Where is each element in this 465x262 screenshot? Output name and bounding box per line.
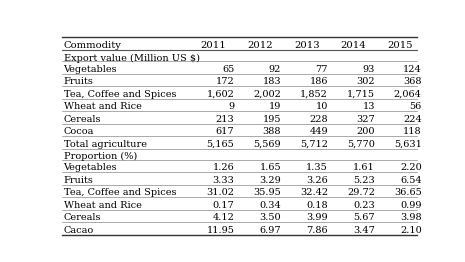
Text: Tea, Coffee and Spices: Tea, Coffee and Spices [64,90,176,99]
Text: 5.23: 5.23 [353,176,375,185]
Text: Commodity: Commodity [64,41,121,50]
Text: Cocoa: Cocoa [64,127,94,136]
Text: 172: 172 [216,77,234,86]
Text: 1.26: 1.26 [213,163,234,172]
Text: 5.67: 5.67 [353,213,375,222]
Text: Vegetables: Vegetables [64,65,117,74]
Text: 5,712: 5,712 [300,140,328,149]
Text: 0.17: 0.17 [213,201,234,210]
Text: 1,602: 1,602 [206,90,234,99]
Text: 5,569: 5,569 [253,140,281,149]
Text: 1,852: 1,852 [300,90,328,99]
Text: 2015: 2015 [388,41,413,50]
Text: 3.26: 3.26 [306,176,328,185]
Text: 2,002: 2,002 [253,90,281,99]
Text: 200: 200 [356,127,375,136]
Text: 36.65: 36.65 [394,188,422,197]
Text: 0.18: 0.18 [306,201,328,210]
Text: 1.65: 1.65 [259,163,281,172]
Text: 4.12: 4.12 [213,213,234,222]
Text: 1.61: 1.61 [353,163,375,172]
Text: 2,064: 2,064 [394,90,422,99]
Text: 0.99: 0.99 [400,201,422,210]
Text: 213: 213 [216,115,234,124]
Text: 228: 228 [309,115,328,124]
Text: 2.20: 2.20 [400,163,422,172]
Text: 2013: 2013 [294,41,319,50]
Text: Wheat and Rice: Wheat and Rice [64,201,141,210]
Text: 368: 368 [403,77,422,86]
Text: 118: 118 [403,127,422,136]
Text: 3.29: 3.29 [259,176,281,185]
Text: Fruits: Fruits [64,176,93,185]
Text: 5,770: 5,770 [347,140,375,149]
Text: 77: 77 [316,65,328,74]
Text: 5,631: 5,631 [394,140,422,149]
Text: 2014: 2014 [341,41,366,50]
Text: 2012: 2012 [247,41,273,50]
Text: 13: 13 [362,102,375,111]
Text: 32.42: 32.42 [300,188,328,197]
Text: Tea, Coffee and Spices: Tea, Coffee and Spices [64,188,176,197]
Text: 7.86: 7.86 [306,226,328,235]
Text: 183: 183 [263,77,281,86]
Text: 6.97: 6.97 [259,226,281,235]
Text: 5,165: 5,165 [206,140,234,149]
Text: 124: 124 [403,65,422,74]
Text: Cacao: Cacao [64,226,94,235]
Text: 92: 92 [269,65,281,74]
Text: 65: 65 [222,65,234,74]
Text: 2.10: 2.10 [400,226,422,235]
Text: 93: 93 [363,65,375,74]
Text: Cereals: Cereals [64,213,101,222]
Text: 11.95: 11.95 [206,226,234,235]
Text: 6.54: 6.54 [400,176,422,185]
Text: 195: 195 [263,115,281,124]
Text: 186: 186 [310,77,328,86]
Text: 3.50: 3.50 [259,213,281,222]
Text: 19: 19 [269,102,281,111]
Text: 2011: 2011 [200,41,226,50]
Text: 3.33: 3.33 [213,176,234,185]
Text: Proportion (%): Proportion (%) [64,152,137,161]
Text: 302: 302 [356,77,375,86]
Text: 327: 327 [356,115,375,124]
Text: Vegetables: Vegetables [64,163,117,172]
Text: 0.23: 0.23 [353,201,375,210]
Text: 29.72: 29.72 [347,188,375,197]
Text: 3.99: 3.99 [306,213,328,222]
Text: 10: 10 [316,102,328,111]
Text: 224: 224 [403,115,422,124]
Text: Cereals: Cereals [64,115,101,124]
Text: Wheat and Rice: Wheat and Rice [64,102,141,111]
Text: 388: 388 [263,127,281,136]
Text: 3.98: 3.98 [400,213,422,222]
Text: 35.95: 35.95 [253,188,281,197]
Text: Total agriculture: Total agriculture [64,140,146,149]
Text: 1,715: 1,715 [347,90,375,99]
Text: Fruits: Fruits [64,77,93,86]
Text: 617: 617 [216,127,234,136]
Text: Export value (Million US $): Export value (Million US $) [64,54,199,63]
Text: 3.47: 3.47 [353,226,375,235]
Text: 31.02: 31.02 [206,188,234,197]
Text: 1.35: 1.35 [306,163,328,172]
Text: 9: 9 [228,102,234,111]
Text: 56: 56 [410,102,422,111]
Text: 449: 449 [309,127,328,136]
Text: 0.34: 0.34 [259,201,281,210]
